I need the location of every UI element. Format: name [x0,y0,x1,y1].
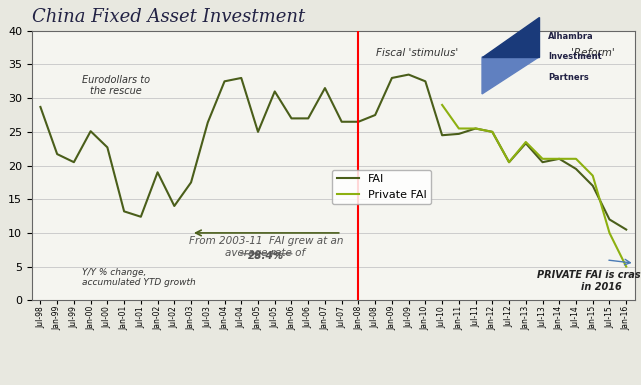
Polygon shape [482,57,539,94]
Text: China Fixed Asset Investment: China Fixed Asset Investment [32,8,305,27]
Text: Eurodollars to
the rescue: Eurodollars to the rescue [81,75,150,96]
Legend: FAI, Private FAI: FAI, Private FAI [332,170,431,204]
Text: 'Reform': 'Reform' [571,48,615,58]
Text: Investment: Investment [548,52,602,61]
Text: Partners: Partners [548,73,589,82]
Polygon shape [482,17,539,57]
Text: From 2003-11  FAI grew at an
average rate of: From 2003-11 FAI grew at an average rate… [189,236,344,258]
Text: 28.4%: 28.4% [248,251,285,261]
Text: Fiscal 'stimulus': Fiscal 'stimulus' [376,48,458,58]
Text: Y/Y % change,
accumulated YTD growth: Y/Y % change, accumulated YTD growth [82,268,196,287]
Text: Alhambra: Alhambra [548,32,594,41]
Text: PRIVATE FAI is crashing
in 2016: PRIVATE FAI is crashing in 2016 [537,270,641,291]
